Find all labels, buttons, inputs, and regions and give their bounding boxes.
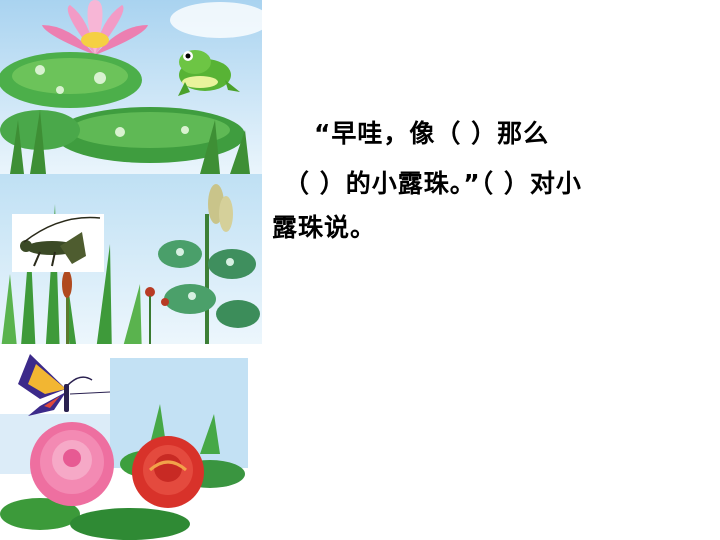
lotus-frog-illustration <box>0 0 262 174</box>
frog-icon <box>178 50 240 96</box>
pink-peony-icon <box>30 422 114 506</box>
grasshopper-illustration <box>0 174 262 358</box>
question-line-1: “早哇，像（ ）那么 <box>314 119 550 148</box>
question-line-2: （ ）的小露珠。”（ ）对小 <box>284 169 582 198</box>
grasshopper-scene <box>0 174 262 358</box>
plant-icon <box>158 184 260 358</box>
red-rose-icon <box>132 436 204 508</box>
butterfly-flower-scene <box>0 344 262 540</box>
lotus-frog-scene <box>0 0 262 174</box>
question-line-3: 露珠说。 <box>272 213 377 242</box>
question-text-block: “早哇，像（ ）那么 （ ）的小露珠。”（ ）对小 露珠说。 <box>272 112 702 250</box>
butterfly-icon <box>18 354 111 416</box>
lotus-flower-icon <box>42 0 148 85</box>
butterfly-flower-illustration <box>0 344 262 540</box>
grasshopper-icon <box>20 216 101 267</box>
